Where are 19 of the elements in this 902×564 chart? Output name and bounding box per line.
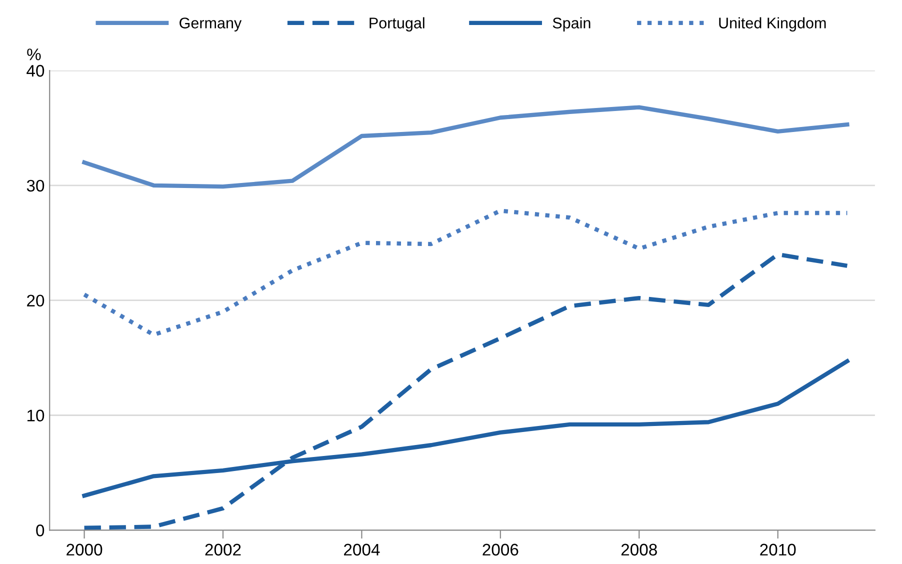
y-tick-label: 20 [27, 294, 44, 307]
line-series [82, 252, 850, 530]
x-tick-label: 2008 [621, 544, 657, 556]
legend-label: Germany [180, 18, 242, 32]
y-tick-label: 10 [27, 410, 44, 422]
y-tick-label: 30 [26, 180, 44, 192]
y-axis-title: % [27, 48, 41, 60]
y-tick-label: 0 [36, 524, 44, 536]
legend-label: Portugal [370, 17, 424, 32]
x-tick-label: 2006 [482, 544, 518, 556]
legend-label: Spain [552, 17, 590, 32]
x-tick-label: 2000 [66, 544, 102, 556]
line-series [82, 208, 850, 337]
legend-label: United Kingdom [719, 17, 826, 32]
line-series [82, 105, 850, 189]
y-tick-label: 40 [26, 64, 44, 77]
x-tick-label: 2010 [760, 544, 796, 556]
x-tick-label: 2002 [205, 544, 241, 556]
x-tick-label: 2004 [344, 544, 380, 556]
